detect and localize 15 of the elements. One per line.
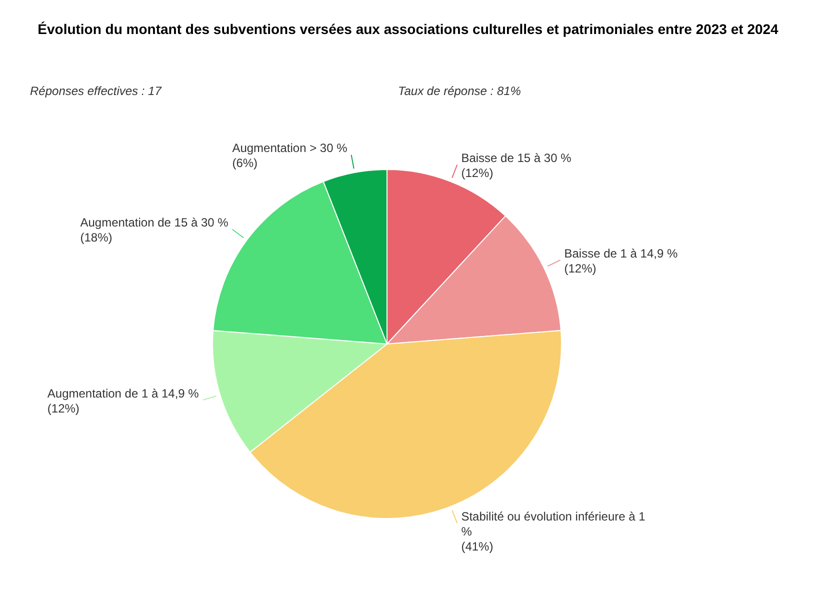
slice-label: Augmentation de 15 à 30 %	[80, 216, 229, 230]
data-label: (6%)	[232, 156, 258, 170]
text: Taux de réponse : 81%	[398, 84, 521, 98]
chart-title: Évolution du montant des subventions versées aux associations culturelles et patrimoniales entre 2023 et 2024	[36, 21, 780, 38]
slice-label: Baisse de 15 à 30 %	[461, 151, 572, 166]
slice-label: Stabilité ou évolution inférieure à 1 %	[461, 510, 646, 539]
slice-label: Augmentation > 30 %	[232, 141, 348, 156]
data-label: (12%)	[47, 401, 80, 416]
slice-label: Augmentation de 1 à 14,9 %	[47, 386, 200, 400]
text: Réponses effectives : 17	[30, 84, 162, 98]
data-label: (18%)	[80, 230, 112, 245]
slice-label: Baisse de 1 à 14,9 %	[564, 246, 678, 260]
data-label: (41%)	[461, 540, 494, 554]
data-label: (12%)	[564, 261, 596, 276]
data-label: (12%)	[461, 166, 494, 180]
